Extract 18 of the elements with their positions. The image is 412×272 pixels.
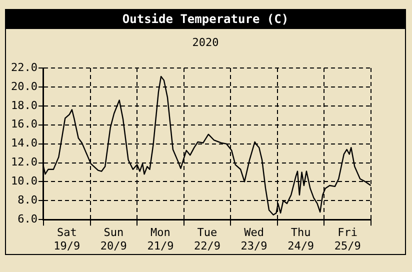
x-tick-label: Wed 23/9 [240, 226, 268, 252]
x-tick-label: Tue 22/9 [194, 226, 220, 252]
x-tick-label: Thu 24/9 [288, 226, 314, 252]
y-tick-label: 10.0 [10, 174, 38, 188]
y-tick-label: 12.0 [10, 156, 38, 169]
x-tick-label: Mon 21/9 [147, 226, 174, 252]
chart-title: Outside Temperature (C) [6, 10, 405, 29]
y-tick-label: 14.0 [10, 136, 38, 150]
x-tick-label: Sat 19/9 [54, 226, 80, 252]
y-tick-label: 20.0 [10, 80, 38, 93]
y-tick-label: 6.0 [18, 212, 38, 226]
chart-subtitle: 2020 [191, 36, 220, 49]
y-tick-label: 18.0 [10, 98, 38, 112]
x-tick-label: Sun 20/9 [100, 226, 127, 252]
x-tick-label: Fri 25/9 [334, 226, 361, 252]
y-tick-label: 16.0 [10, 118, 38, 131]
y-tick-label: 8.0 [18, 194, 38, 207]
y-tick-label: 22.0 [10, 60, 38, 74]
